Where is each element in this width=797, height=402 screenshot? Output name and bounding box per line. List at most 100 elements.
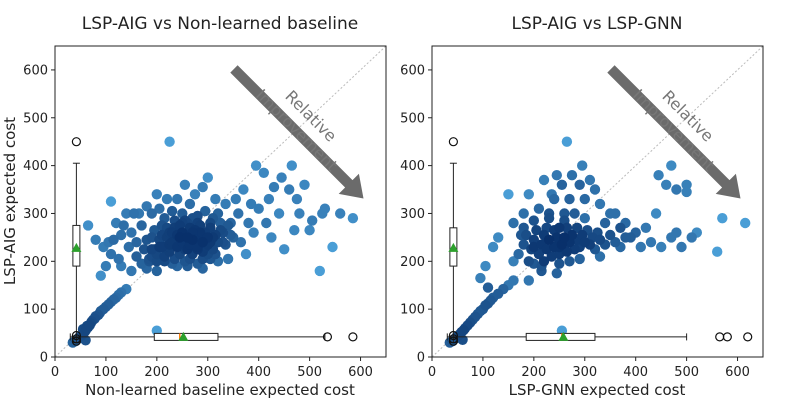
chart-left-xtick-label-5: 500 <box>297 365 322 380</box>
chart-left-point-44 <box>268 181 280 193</box>
chart-right-xbox-mean <box>558 331 569 341</box>
chart-right-ytick-label-6: 600 <box>400 63 425 78</box>
chart-right-point-43 <box>579 213 590 224</box>
chart-right-point-27 <box>594 198 606 210</box>
chart-right-point-54 <box>574 179 585 190</box>
chart-right-ybox-outlier-2 <box>448 334 458 344</box>
chart-right-point-64 <box>482 282 494 293</box>
chart-left-point-68 <box>184 198 196 210</box>
chart-left-title: LSP-AIG vs Non-learned baseline <box>82 14 358 34</box>
chart-right-point-6 <box>480 260 491 272</box>
chart-left-point-30 <box>335 208 346 219</box>
chart-right-point-112 <box>571 222 583 233</box>
chart-right-point-16 <box>653 170 664 181</box>
chart-right-xtick-label-1: 100 <box>471 365 496 380</box>
chart-left-point-22 <box>189 189 201 200</box>
chart-left-point-18 <box>299 179 310 190</box>
chart-right-points <box>444 136 751 348</box>
chart-right-point-28 <box>635 241 646 253</box>
chart-left-point-7 <box>240 248 252 260</box>
chart-left-point-54 <box>243 217 254 229</box>
chart-right-ytick-label-0: 0 <box>417 351 425 366</box>
chart-left-point-65 <box>118 220 129 231</box>
chart-right-point-107 <box>594 234 606 245</box>
chart-left-point-58 <box>113 253 124 265</box>
chart-left-point-199 <box>197 237 208 248</box>
chart-right-point-119 <box>538 256 550 267</box>
chart-right-xlabel: LSP-GNN expected cost <box>509 381 686 399</box>
chart-left-point-6 <box>202 172 213 183</box>
chart-right-ybox-mean <box>448 242 459 252</box>
chart-left-point-64 <box>116 229 127 241</box>
chart-left-point-20 <box>151 189 162 200</box>
chart-right-point-40 <box>589 184 601 195</box>
chart-right-point-33 <box>676 241 687 253</box>
chart-right-point-96 <box>523 256 534 267</box>
chart-left-point-61 <box>233 208 244 219</box>
chart-left-point-5 <box>95 270 107 281</box>
chart-right-point-4 <box>740 217 751 229</box>
chart-right-point-14 <box>538 174 550 186</box>
chart-right-point-26 <box>584 174 596 186</box>
chart-right-ytick-label-4: 400 <box>400 159 425 174</box>
chart-right-xtick-label-2: 200 <box>521 365 546 380</box>
chart-left-point-38 <box>197 181 208 193</box>
chart-right-point-99 <box>543 213 555 224</box>
chart-right-point-57 <box>551 268 562 279</box>
chart-left-ytick-label-4: 400 <box>23 159 48 174</box>
chart-left-point-11 <box>347 213 359 224</box>
chart-left-ytick-label-5: 500 <box>23 111 48 126</box>
chart-right-point-7 <box>487 241 499 253</box>
chart-right-point-46 <box>549 193 560 205</box>
chart-right-point-18 <box>661 179 672 190</box>
chart-right-point-32 <box>671 227 682 238</box>
chart-right-point-15 <box>577 160 588 171</box>
chart-right-point-139 <box>559 232 570 243</box>
chart-left-frame <box>54 45 387 358</box>
chart-left-point-27 <box>294 208 305 219</box>
chart-right-point-34 <box>686 232 697 243</box>
chart-right-xtick-label-6: 600 <box>725 365 750 380</box>
chart-right-ytick-label-1: 100 <box>400 303 425 318</box>
chart-right-frame <box>431 45 764 358</box>
chart-left-xtick-label-2: 200 <box>144 365 169 380</box>
chart-left-point-9 <box>279 244 290 255</box>
chart-right-arrow <box>607 65 741 199</box>
chart-left-xtick-label-3: 300 <box>195 365 220 380</box>
chart-left-arrow <box>230 65 364 199</box>
chart-right-point-65 <box>610 237 621 248</box>
chart-right-ytick-label-2: 200 <box>400 255 425 270</box>
chart-right-point-83 <box>480 300 491 311</box>
chart-right-point-37 <box>508 217 519 229</box>
chart-left-boxplots <box>69 137 358 346</box>
chart-right-point-35 <box>523 275 534 286</box>
chart-right-point-113 <box>528 234 539 245</box>
chart-right-ybox-outlier-3 <box>448 336 458 346</box>
chart-right-point-89 <box>528 215 539 226</box>
chart-right-point-38 <box>518 208 529 219</box>
chart-right-point-88 <box>605 229 616 241</box>
chart-right-point-36 <box>671 184 682 195</box>
chart-left-point-67 <box>154 203 165 214</box>
chart-right-point-109 <box>458 325 469 336</box>
chart-left-ybox-outlier-1 <box>71 330 81 341</box>
chart-left-point-41 <box>230 193 241 205</box>
chart-left-point-140 <box>151 256 162 267</box>
chart-right-point-111 <box>531 225 542 236</box>
chart-right-point-25 <box>551 170 562 181</box>
chart-left-point-14 <box>258 167 269 178</box>
chart-left-point-57 <box>105 248 117 260</box>
chart-left-point-26 <box>291 193 303 205</box>
chart-right-point-0 <box>503 189 514 200</box>
chart-right-point-29 <box>640 222 652 233</box>
chart-right-point-58 <box>574 253 585 265</box>
chart-left-point-19 <box>304 225 315 236</box>
chart-right-point-85 <box>615 222 626 233</box>
chart-right-title: LSP-AIG vs LSP-GNN <box>512 14 683 34</box>
chart-left-point-83 <box>200 205 211 217</box>
chart-left-xbox-mean <box>178 331 189 341</box>
chart-right-point-30 <box>645 237 657 248</box>
chart-left-xlabel: Non-learned baseline expected cost <box>85 381 355 399</box>
chart-left-point-86 <box>151 265 162 277</box>
